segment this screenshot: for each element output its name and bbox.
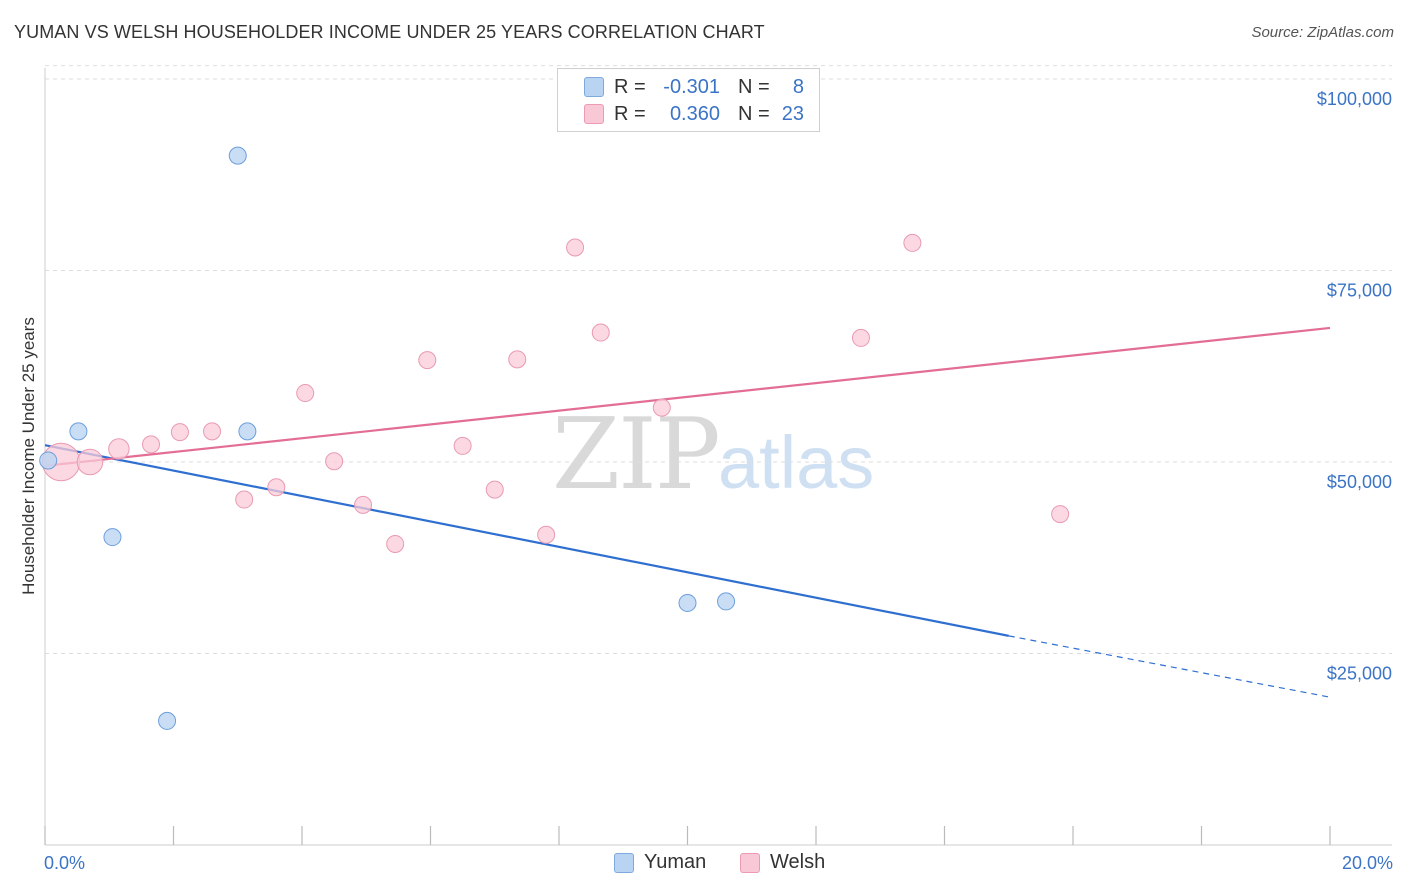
- yuman-point: [39, 451, 58, 470]
- welsh-point: [203, 422, 222, 441]
- tick-labels: $25,000 $50,000 $75,000 $100,000 0.0% 20.0% Ho…: [19, 89, 1393, 873]
- yuman-trend-extension: [1008, 635, 1331, 698]
- welsh-point: [851, 328, 870, 347]
- yuman-point: [103, 528, 122, 547]
- legend-yuman-label: Yuman: [644, 851, 707, 873]
- grid-lines: [45, 65, 1392, 654]
- welsh-point: [235, 490, 254, 509]
- correlation-legend: R = -0.301 N = 8 R = 0.360 N = 23: [557, 68, 820, 132]
- legend-welsh-label: Welsh: [770, 851, 826, 873]
- welsh-point: [903, 233, 922, 252]
- r-label: R =: [614, 75, 646, 98]
- n-value: 8: [792, 75, 804, 98]
- welsh-legend-swatch: [740, 852, 760, 873]
- yuman-point: [717, 592, 736, 611]
- n-label: N =: [738, 75, 770, 98]
- n-label: N =: [738, 102, 770, 125]
- y-tick-label: $50,000: [1327, 472, 1392, 492]
- welsh-point: [170, 423, 189, 442]
- n-value: 23: [781, 102, 804, 125]
- axes: [44, 68, 1392, 846]
- welsh-point: [652, 398, 671, 417]
- welsh-point: [267, 478, 286, 497]
- series-legend: Yuman Welsh: [0, 851, 1406, 879]
- x-tick-label-max: 20.0%: [1342, 853, 1393, 873]
- trend-lines: [44, 326, 1331, 698]
- welsh-point: [591, 323, 610, 342]
- yuman-point: [238, 422, 257, 441]
- welsh-point: [142, 435, 161, 454]
- welsh-point: [76, 448, 104, 476]
- yuman-trend-line: [44, 444, 1009, 637]
- r-label: R =: [614, 102, 646, 125]
- legend-row-welsh: R = 0.360 N = 23: [584, 101, 804, 127]
- watermark-zip: ZIP: [552, 398, 721, 512]
- welsh-point: [508, 350, 527, 369]
- yuman-point: [678, 593, 697, 612]
- welsh-trend-line: [44, 326, 1331, 467]
- x-tick-label-min: 0.0%: [44, 853, 85, 873]
- welsh-point: [354, 495, 373, 514]
- yuman-swatch: [584, 77, 604, 97]
- welsh-point: [108, 438, 130, 460]
- legend-item-yuman[interactable]: Yuman: [614, 851, 706, 874]
- yuman-point: [69, 422, 88, 441]
- r-value: 0.360: [669, 102, 720, 125]
- welsh-swatch: [584, 104, 604, 124]
- legend-row-yuman: R = -0.301 N = 8: [584, 74, 804, 100]
- chart-title: YUMAN VS WELSH HOUSEHOLDER INCOME UNDER …: [14, 22, 765, 42]
- welsh-point: [296, 384, 315, 403]
- legend-item-welsh[interactable]: Welsh: [740, 851, 825, 874]
- welsh-point: [325, 452, 344, 471]
- yuman-legend-swatch: [614, 852, 634, 873]
- welsh-point: [453, 436, 472, 455]
- y-tick-label: $25,000: [1327, 664, 1392, 684]
- data-points: [39, 146, 1070, 730]
- welsh-point: [418, 351, 437, 370]
- yuman-point: [228, 146, 247, 165]
- source-label: Source: ZipAtlas.com: [1251, 24, 1394, 41]
- welsh-point: [566, 238, 585, 257]
- welsh-point: [1051, 505, 1070, 524]
- welsh-point: [537, 525, 556, 544]
- y-axis-title: Householder Income Under 25 years: [19, 317, 38, 595]
- welsh-point: [485, 480, 504, 499]
- r-value: -0.301: [663, 75, 720, 98]
- yuman-point: [158, 711, 177, 730]
- y-tick-label: $75,000: [1327, 281, 1392, 301]
- welsh-point: [386, 534, 405, 553]
- y-tick-label: $100,000: [1317, 89, 1392, 109]
